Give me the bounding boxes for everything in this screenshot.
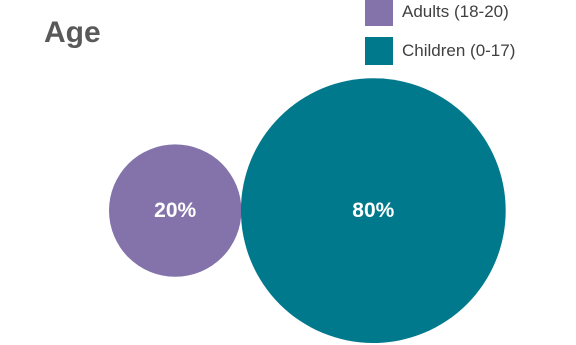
legend-item-adults: Adults (18-20) bbox=[365, 0, 570, 30]
legend-label-adults: Adults (18-20) bbox=[402, 2, 509, 21]
data-label-children: 80% bbox=[352, 199, 394, 222]
legend-item-children: Children (0-17) bbox=[365, 33, 570, 69]
bubble-adults bbox=[109, 144, 242, 277]
legend-swatch-children bbox=[365, 37, 393, 65]
legend: Adults (18-20) Children (0-17) bbox=[365, 0, 570, 72]
legend-label-children: Children (0-17) bbox=[402, 41, 516, 60]
data-label-adults: 20% bbox=[154, 199, 196, 222]
legend-swatch-adults bbox=[365, 0, 393, 26]
bubble-children bbox=[240, 78, 506, 343]
chart-title: Age bbox=[44, 16, 101, 49]
